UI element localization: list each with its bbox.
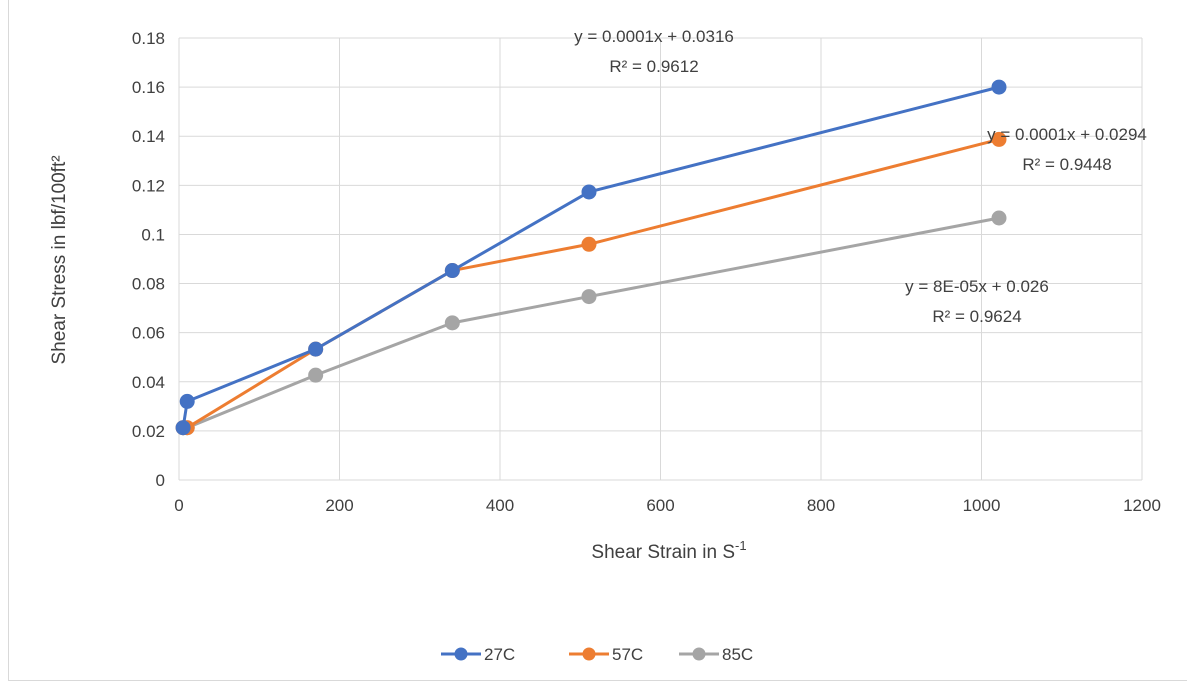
shear-stress-chart: 0 0.02 0.04 0.06 0.08 0.1 0.12 0.14 0.16 0.18 0 20…: [49, 27, 1161, 664]
legend-item-57c: 57C: [569, 645, 643, 664]
data-point-85c: [581, 289, 597, 305]
data-point-85c: [991, 210, 1007, 226]
x-axis-ticks: 0 200 400 600 800 1000 1200: [174, 496, 1161, 515]
legend-label-27c: 27C: [484, 645, 515, 664]
x-tick-label: 1200: [1123, 496, 1161, 515]
trendline-equation-57c: y = 0.0001x + 0.0294: [987, 125, 1147, 144]
plot-series: [175, 79, 1007, 436]
trendline-r2-57c: R² = 0.9448: [1022, 155, 1111, 174]
legend-item-27c: 27C: [441, 645, 515, 664]
y-tick-label: 0: [156, 471, 165, 490]
data-point-27c: [175, 420, 191, 436]
data-point-27c: [444, 263, 460, 279]
gridlines: [178, 37, 1143, 481]
legend-label-57c: 57C: [612, 645, 643, 664]
y-tick-label: 0.02: [132, 422, 165, 441]
legend-item-85c: 85C: [679, 645, 753, 664]
chart-area: 0 0.02 0.04 0.06 0.08 0.1 0.12 0.14 0.16 0.18 0 20…: [8, 0, 1187, 681]
trendline-label-27c: y = 0.0001x + 0.0316 R² = 0.9612: [574, 27, 734, 76]
data-point-85c: [444, 315, 460, 331]
trendline-r2-85c: R² = 0.9624: [932, 307, 1021, 326]
x-tick-label: 200: [325, 496, 353, 515]
y-tick-label: 0.1: [141, 225, 165, 244]
legend-marker-57c: [582, 647, 596, 661]
legend-marker-27c: [454, 647, 468, 661]
data-point-27c: [308, 341, 324, 357]
trendline-label-57c: y = 0.0001x + 0.0294 R² = 0.9448: [987, 125, 1147, 174]
x-tick-label: 600: [646, 496, 674, 515]
y-tick-label: 0.04: [132, 373, 165, 392]
y-tick-label: 0.12: [132, 176, 165, 195]
trendline-equation-85c: y = 8E-05x + 0.026: [905, 277, 1049, 296]
data-point-57c: [991, 131, 1007, 147]
data-point-27c: [581, 184, 597, 200]
y-tick-label: 0.14: [132, 127, 165, 146]
data-point-57c: [581, 236, 597, 252]
y-axis-ticks: 0 0.02 0.04 0.06 0.08 0.1 0.12 0.14 0.16 0.18: [132, 29, 165, 490]
data-point-27c: [991, 79, 1007, 95]
data-point-85c: [308, 367, 324, 383]
y-tick-label: 0.18: [132, 29, 165, 48]
legend-label-85c: 85C: [722, 645, 753, 664]
legend: 27C 57C 85C: [441, 645, 753, 664]
x-tick-label: 0: [174, 496, 183, 515]
y-tick-label: 0.06: [132, 324, 165, 343]
x-tick-label: 400: [486, 496, 514, 515]
trendline-equation-27c: y = 0.0001x + 0.0316: [574, 27, 734, 46]
x-tick-label: 1000: [963, 496, 1001, 515]
x-axis-title-exponent: -1: [735, 538, 747, 553]
y-tick-label: 0.16: [132, 78, 165, 97]
y-axis-title: Shear Stress in lbf/100ft²: [49, 155, 70, 364]
x-tick-label: 800: [807, 496, 835, 515]
x-axis-title-main: Shear Strain in S: [591, 542, 735, 563]
legend-marker-85c: [692, 647, 706, 661]
trendline-r2-27c: R² = 0.9612: [609, 57, 698, 76]
series-line-27c: [181, 85, 1000, 428]
data-point-27c: [179, 393, 195, 409]
trendline-label-85c: y = 8E-05x + 0.026 R² = 0.9624: [905, 277, 1049, 326]
x-axis-title: Shear Strain in S-1: [591, 538, 746, 563]
y-tick-label: 0.08: [132, 275, 165, 294]
